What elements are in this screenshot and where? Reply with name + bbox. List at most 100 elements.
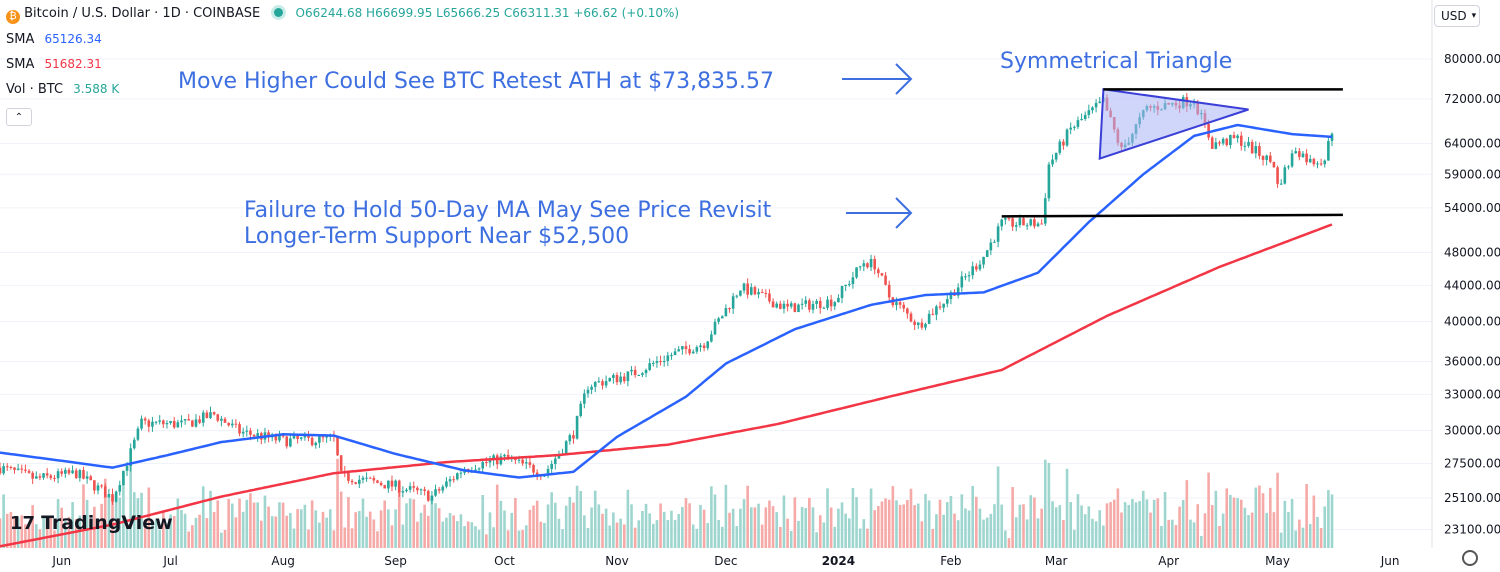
candle-body [2,466,5,474]
volume-bar [82,484,85,548]
candle-body [1229,135,1232,146]
volume-bar [728,512,731,548]
volume-bar [321,511,325,548]
candle-body [223,418,227,423]
currency-selector[interactable]: USD ▾ [1434,5,1480,27]
volume-bar [1105,503,1109,548]
volume-bar [771,506,775,548]
settings-icon[interactable] [1462,550,1478,566]
candle-body [53,477,56,479]
x-tick-label: Feb [940,554,961,568]
volume-bar [1156,498,1160,548]
candle-body [416,487,419,491]
volume-bar [416,521,419,548]
candle-body [114,491,118,502]
volume-bar [1254,487,1258,548]
x-tick-label: Aug [271,554,294,568]
volume-bar [162,511,165,548]
candle-body [437,489,441,491]
volume-bar [837,508,840,548]
candle-body [945,299,949,304]
collapse-legend-button[interactable]: ⌃ [6,108,32,126]
candle-body [1033,219,1036,227]
candle-body [855,267,858,278]
volume-bar [387,509,390,548]
candle-body [187,419,191,421]
annotations: Symmetrical Triangle Move Higher Could S… [178,49,1232,249]
volume-bar [107,497,111,548]
volume-bar [56,499,60,548]
volume-bar [1265,512,1268,548]
candle-body [572,435,575,439]
volume-bar [815,532,818,548]
y-tick-label: 33000.00 [1444,387,1500,401]
legend-sma-200[interactable]: SMA 51682.31 [6,57,102,72]
candle-body [673,351,677,356]
volume-bar [1236,498,1239,548]
candle-body [1069,127,1072,130]
volume-bar [85,499,89,548]
candle-body [1268,155,1272,162]
candle-body [586,389,590,394]
volume-bar [470,522,474,548]
tradingview-logo[interactable]: 17 TradingView [10,512,173,534]
volume-bar [383,500,387,548]
volume-bar [713,494,717,548]
candle-body [31,472,34,479]
volume-bar [975,496,978,548]
candle-body [651,362,655,364]
candle-body [1283,167,1287,184]
candle-body [506,454,510,459]
candle-body [858,266,862,268]
volume-bar [880,501,884,548]
legend-sma-50[interactable]: SMA 65126.34 [6,32,102,47]
symbol-header[interactable]: ₿ Bitcoin / U.S. Dollar · 1D · COINBASE … [6,6,679,24]
candle-body [103,486,107,498]
volume-bar [365,516,368,548]
volume-bar [1069,502,1072,548]
volume-bar [1221,513,1225,548]
legend-volume[interactable]: Vol · BTC 3.588 K [6,82,119,97]
candle-body [593,382,597,387]
candle-body [423,489,426,491]
candle-body [20,468,24,470]
candle-body [245,430,249,432]
candle-body [56,471,60,479]
candle-body [956,287,960,296]
volume-bar [1225,488,1229,548]
volume-bar [1011,487,1014,548]
volume-bar [710,486,713,548]
volume-bar [201,486,205,548]
volume-bar [16,517,20,548]
candle-body [927,313,931,324]
candle-body [49,475,53,478]
volume-bar [1004,530,1007,548]
volume-bar [953,513,956,548]
candle-body [0,467,2,474]
market-open-dot-icon [274,8,284,17]
candle-body [575,415,579,439]
candle-body [1330,133,1334,141]
volume-bar [158,529,162,548]
volume-bar [1043,459,1047,548]
candle-body [532,464,535,473]
volume-bar [1058,505,1062,548]
candle-body [920,322,924,328]
candle-body [1207,123,1210,138]
volume-bar [553,502,557,548]
symbol-title: Bitcoin / U.S. Dollar · 1D · COINBASE [24,6,261,21]
candle-body [9,467,13,469]
volume-bar [684,498,688,548]
y-tick-label: 25100.00 [1444,491,1500,505]
volume-bar [488,512,492,548]
candle-body [975,266,978,270]
candle-body [365,477,368,479]
volume-bar [292,528,296,548]
legend-label: SMA [6,57,35,72]
candle-body [550,463,553,469]
volume-bar [1268,487,1272,548]
candle-body [938,306,942,308]
candle-body [452,479,455,481]
candle-body [140,418,143,429]
